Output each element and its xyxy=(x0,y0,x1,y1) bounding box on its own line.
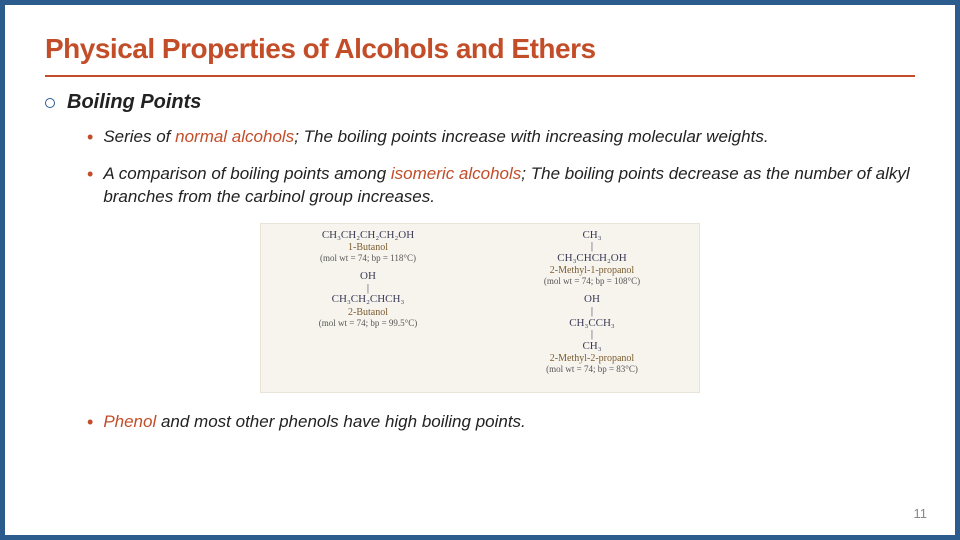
circle-bullet-icon xyxy=(45,98,55,108)
bullet-item: • Phenol and most other phenols have hig… xyxy=(87,411,915,434)
molecule-figure: CH₃CH₂CH₂CH₂OH 1-Butanol (mol wt = 74; b… xyxy=(260,223,700,393)
text-run: A comparison of boiling points among xyxy=(103,164,391,183)
page-title: Physical Properties of Alcohols and Ethe… xyxy=(45,33,915,65)
mol-name: 2-Methyl-2-propanol xyxy=(493,353,691,364)
bullet-text: A comparison of boiling points among iso… xyxy=(103,163,915,209)
dot-bullet-icon: • xyxy=(87,163,93,185)
dot-bullet-icon: • xyxy=(87,411,93,433)
mol-structure: CH₃ | CH₃CHCH₂OH xyxy=(493,230,691,265)
text-run: ; The boiling points increase with incre… xyxy=(294,127,768,146)
bullet-item: • A comparison of boiling points among i… xyxy=(87,163,915,209)
mol-name: 2-Butanol xyxy=(269,307,467,318)
mol-structure: OH | CH₃CH₂CHCH₃ xyxy=(269,271,467,306)
bullet-text: Phenol and most other phenols have high … xyxy=(103,411,525,434)
mol-data: (mol wt = 74; bp = 83°C) xyxy=(493,364,691,374)
dot-bullet-icon: • xyxy=(87,126,93,148)
mol-name: 2-Methyl-1-propanol xyxy=(493,265,691,276)
figure-right-column: CH₃ | CH₃CHCH₂OH 2-Methyl-1-propanol (mo… xyxy=(493,230,691,382)
mol-structure: OH | CH₃CCH₃ | CH₃ xyxy=(493,294,691,352)
highlight-term: normal alcohols xyxy=(175,127,294,146)
mol-data: (mol wt = 74; bp = 118°C) xyxy=(269,253,467,263)
mol-data: (mol wt = 74; bp = 99.5°C) xyxy=(269,318,467,328)
bullet-item: • Series of normal alcohols; The boiling… xyxy=(87,126,915,149)
title-rule xyxy=(45,75,915,77)
text-run: Series of xyxy=(103,127,175,146)
highlight-term: Phenol xyxy=(103,412,156,431)
page-number: 11 xyxy=(914,506,928,521)
section-label: Boiling Points xyxy=(67,91,201,114)
section-heading: Boiling Points xyxy=(45,91,915,114)
bullet-text: Series of normal alcohols; The boiling p… xyxy=(103,126,768,149)
mol-name: 1-Butanol xyxy=(269,242,467,253)
text-run: and most other phenols have high boiling… xyxy=(156,412,526,431)
mol-data: (mol wt = 74; bp = 108°C) xyxy=(493,276,691,286)
highlight-term: isomeric alcohols xyxy=(391,164,521,183)
figure-left-column: CH₃CH₂CH₂CH₂OH 1-Butanol (mol wt = 74; b… xyxy=(269,230,467,382)
mol-structure: CH₃CH₂CH₂CH₂OH xyxy=(269,230,467,242)
